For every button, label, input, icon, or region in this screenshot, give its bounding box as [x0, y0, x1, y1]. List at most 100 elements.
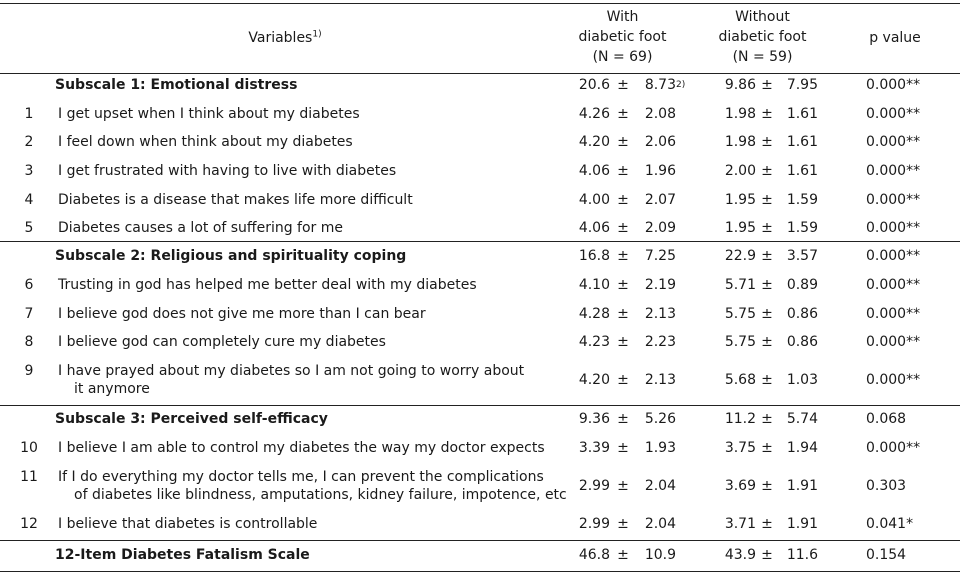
without-pm: ± — [761, 411, 773, 427]
p-value: 0.000** — [866, 334, 921, 350]
without-sd: 1.91 — [786, 478, 818, 494]
with-pm: ± — [617, 516, 629, 532]
header-without-line2: diabetic foot — [718, 29, 807, 45]
row-label: I get upset when I think about my diabet… — [58, 106, 360, 122]
with-sd: 5.26 — [636, 410, 676, 428]
with-sd: 2.19 — [636, 276, 676, 294]
with-sd: 2.08 — [636, 105, 676, 123]
without-mean: 3.69 — [724, 478, 756, 494]
with-sd: 10.9 — [636, 546, 676, 564]
with-sd-value: 7.25 — [644, 248, 676, 264]
row-label: Diabetes is a disease that makes life mo… — [58, 192, 413, 208]
p-value: 0.000** — [866, 106, 921, 122]
row-label-cont: of diabetes like blindness, amputations,… — [74, 487, 567, 503]
with-sd: 2.06 — [636, 133, 676, 151]
without-pm: ± — [761, 77, 773, 93]
with-mean: 2.99 — [578, 516, 610, 532]
without-pm: ± — [761, 334, 773, 350]
with-mean: 4.26 — [578, 106, 610, 122]
row-number: 2 — [24, 134, 34, 150]
without-pm: ± — [761, 248, 773, 264]
row-number: 4 — [24, 192, 34, 208]
with-pm: ± — [617, 106, 629, 122]
without-sd: 1.03 — [786, 372, 818, 388]
with-sd: 1.93 — [636, 439, 676, 457]
subscale2-rule — [0, 241, 960, 242]
header-with-line1: With — [606, 9, 639, 25]
p-value: 0.041* — [866, 516, 914, 532]
without-pm: ± — [761, 478, 773, 494]
without-mean: 5.71 — [724, 277, 756, 293]
row-label: I have prayed about my diabetes so I am … — [58, 363, 525, 379]
with-mean: 4.06 — [578, 163, 610, 179]
p-value: 0.000** — [866, 134, 921, 150]
p-value: 0.000** — [866, 277, 921, 293]
with-pm: ± — [617, 478, 629, 494]
without-sd: 1.94 — [786, 440, 818, 456]
without-mean: 1.95 — [724, 220, 756, 236]
p-value: 0.000** — [866, 77, 921, 93]
with-pm: ± — [617, 411, 629, 427]
row-label-cont: it anymore — [74, 381, 150, 397]
with-sd-value: 10.9 — [644, 547, 676, 563]
row-number: 7 — [24, 306, 34, 322]
without-mean: 3.71 — [724, 516, 756, 532]
p-value: 0.000** — [866, 192, 921, 208]
without-mean: 1.98 — [724, 134, 756, 150]
with-pm: ± — [617, 220, 629, 236]
p-value: 0.000** — [866, 248, 921, 264]
without-mean: 43.9 — [724, 547, 756, 563]
without-pm: ± — [761, 516, 773, 532]
row-number: 8 — [24, 334, 34, 350]
with-mean: 46.8 — [578, 547, 610, 563]
row-label: I believe I am able to control my diabet… — [58, 440, 545, 456]
without-pm: ± — [761, 106, 773, 122]
without-mean: 1.98 — [724, 106, 756, 122]
with-sd-value: 2.06 — [644, 134, 676, 150]
top-rule — [0, 3, 960, 4]
with-pm: ± — [617, 163, 629, 179]
row-label: Subscale 2: Religious and spirituality c… — [55, 248, 407, 264]
with-pm: ± — [617, 192, 629, 208]
p-value: 0.000** — [866, 163, 921, 179]
with-pm: ± — [617, 306, 629, 322]
without-pm: ± — [761, 372, 773, 388]
with-pm: ± — [617, 440, 629, 456]
with-pm: ± — [617, 77, 629, 93]
with-sd-value: 2.13 — [644, 372, 676, 388]
row-number: 11 — [20, 469, 38, 485]
header-without-line1: Without — [735, 9, 790, 25]
with-pm: ± — [617, 334, 629, 350]
subscale3-rule — [0, 405, 960, 406]
total-rule — [0, 540, 960, 541]
row-number: 6 — [24, 277, 34, 293]
with-sd: 7.25 — [636, 247, 676, 265]
with-mean: 16.8 — [578, 248, 610, 264]
row-label: I feel down when think about my diabetes — [58, 134, 353, 150]
without-pm: ± — [761, 192, 773, 208]
p-value: 0.000** — [866, 372, 921, 388]
with-sd-value: 2.08 — [644, 106, 676, 122]
without-sd: 0.86 — [786, 306, 818, 322]
without-mean: 22.9 — [724, 248, 756, 264]
with-sd-value: 5.26 — [644, 411, 676, 427]
without-sd: 1.61 — [786, 106, 818, 122]
row-label: 12-Item Diabetes Fatalism Scale — [55, 547, 310, 563]
without-mean: 1.95 — [724, 192, 756, 208]
with-sd-value: 2.04 — [644, 516, 676, 532]
with-mean: 2.99 — [578, 478, 610, 494]
row-number: 10 — [20, 440, 38, 456]
header-rule — [0, 73, 960, 74]
without-sd: 1.59 — [786, 220, 818, 236]
header-with-line2: diabetic foot — [578, 29, 667, 45]
without-mean: 2.00 — [724, 163, 756, 179]
with-sd: 2.13 — [636, 305, 676, 323]
row-label: Subscale 1: Emotional distress — [55, 77, 298, 93]
without-mean: 3.75 — [724, 440, 756, 456]
p-value: 0.068 — [866, 411, 907, 427]
without-mean: 5.75 — [724, 334, 756, 350]
p-value: 0.000** — [866, 306, 921, 322]
with-sd: 2.13 — [636, 371, 676, 389]
with-sd: 1.96 — [636, 162, 676, 180]
